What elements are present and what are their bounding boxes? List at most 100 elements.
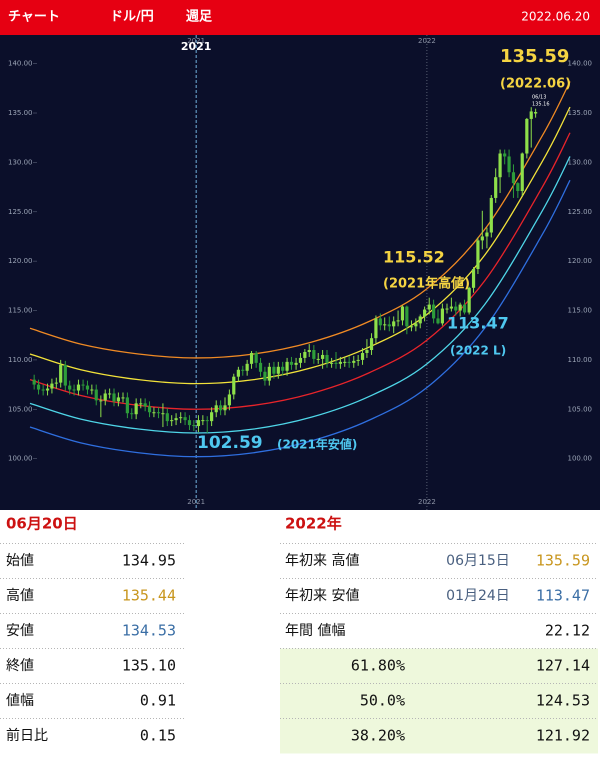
annotation: 102.59 [197,433,263,453]
annotation: 113.47 [447,314,509,333]
candle-body [272,366,276,374]
candle-body [90,389,94,391]
candle-body [139,403,143,405]
candle-body [85,385,90,390]
annotation: 135.16 [532,102,550,108]
candle-body [183,417,187,421]
candle-body [50,383,54,389]
candle-body [63,364,67,386]
row-highlight [280,718,598,754]
candle-body [383,324,387,326]
chart-labels: 100.00 100.00 105.00 105.00 110.00 110.00 115.… [8,37,592,506]
candle-body [396,320,400,322]
x-tick-label-bottom: 2022 [418,498,436,506]
annotation: 06/13 [532,95,546,101]
row-value: 135.59 [536,552,590,570]
candle-body [303,351,307,358]
y-tick-label: 140.00 [8,60,33,68]
candle-body [267,366,271,381]
candle-body [103,393,107,401]
y-tick-label-right: 100.00 [568,455,593,463]
x-tick-label-top: 2022 [418,37,436,45]
candle-body [529,111,533,119]
y-tick-label-right: 130.00 [568,158,593,166]
candle-body [534,112,538,114]
candle-body [343,361,347,363]
candle-body [449,306,453,309]
candle-body [45,388,50,391]
candle-body [245,363,249,371]
candle-body [409,326,414,328]
candle-body [321,354,325,359]
candle-body [289,361,294,365]
candle-body [161,413,165,415]
x-tick-label-top: 2021 [187,37,205,45]
candle-body [480,236,484,241]
candle-body [143,403,147,407]
candle-body [241,369,245,371]
candle-body [152,412,156,414]
candle-body [170,420,174,422]
row-ratio: 50.0% [360,692,405,710]
candle-body [108,393,112,395]
candle-body [458,304,462,311]
candle-body [210,412,214,422]
candle-body [94,389,98,401]
row-label: 終値 [6,658,34,674]
candle-body [134,403,138,415]
candle-body [378,318,382,326]
candle-body [352,360,356,363]
row-value: 0.91 [140,692,176,710]
row-label: 年初来 高値 [285,552,359,569]
candle-body [316,358,320,360]
candle-body [516,183,520,192]
chart-area [0,35,600,510]
row-ratio: 38.20% [351,727,405,745]
row-label: 前日比 [6,727,48,744]
row-date: 01月24日 [446,588,510,604]
candle-body [365,350,369,353]
y-tick-label-right: 105.00 [568,405,593,413]
candle-body [405,306,409,327]
y-tick-label-right: 110.00 [568,356,593,364]
row-highlight [280,648,598,684]
row-value: 135.10 [122,657,176,675]
row-ratio: 61.80% [351,657,405,675]
candle-body [427,304,431,310]
candle-body [214,405,218,413]
candle-body [436,318,440,324]
channel-line [29,156,571,434]
candle-body [236,369,240,377]
candle-body [440,308,444,324]
x-tick-label-bottom: 2021 [187,498,205,506]
row-date: 06月15日 [446,553,510,569]
row-label: 高値 [6,587,34,604]
channel-line [29,106,571,385]
candle-body [498,153,502,178]
candle-body [72,389,76,391]
header-date: 2022.06.20 [521,10,590,24]
y-tick-label: 100.00 [8,455,33,463]
candle-body [330,362,334,364]
candle-body [196,420,201,427]
candle-body [511,172,516,184]
candle-body [41,389,45,391]
plot [29,35,571,510]
candle-body [156,412,161,414]
candle-body [187,420,192,426]
candle-body [298,357,303,363]
candle-body [263,371,267,381]
candle-body [81,384,85,386]
channel-line [29,179,571,458]
candle-body [307,350,311,352]
candle-body [356,359,360,361]
row-value: 134.53 [122,622,176,640]
candle-body [219,405,223,411]
candle-body [467,287,471,313]
y-tick-label: 120.00 [8,257,33,265]
channel-line [29,81,571,359]
y-tick-label-right: 140.00 [568,60,593,68]
